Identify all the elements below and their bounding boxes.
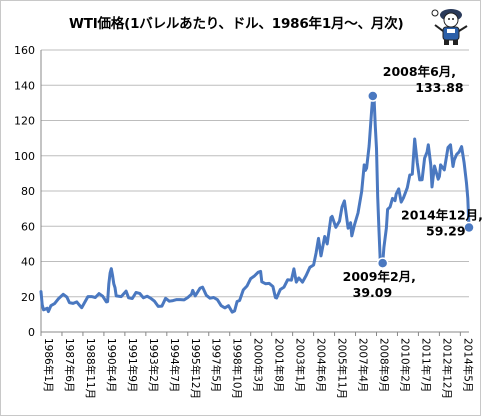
x-tick-label: 1995年12月 <box>189 338 202 399</box>
x-tick-label: 1991年9月 <box>126 338 139 392</box>
y-tick-label: 80 <box>21 185 35 198</box>
x-tick-label: 2011年7月 <box>419 338 432 392</box>
x-tick-label: 1986年1月 <box>42 338 55 392</box>
highlight-marker <box>367 90 379 102</box>
y-tick-label: 20 <box>21 291 35 304</box>
x-tick-label: 1998年10月 <box>231 338 244 399</box>
series-line <box>39 94 471 314</box>
y-tick-label: 40 <box>21 256 35 269</box>
chart-title: WTI価格(1バレルあたり、ドル、1986年1月～、月次) <box>69 16 404 32</box>
annotation-label-date: 2009年2月, <box>343 269 416 284</box>
highlight-marker <box>463 221 475 234</box>
y-tick-label: 0 <box>28 326 35 339</box>
annotation-label-value: 59.29 <box>426 224 466 239</box>
x-tick-label: 2008年9月 <box>377 338 390 392</box>
x-tick-label: 2010年2月 <box>398 338 411 392</box>
x-tick-label: 1994年7月 <box>168 338 181 392</box>
y-tick-label: 140 <box>14 79 35 92</box>
x-tick-label: 1988年11月 <box>84 338 97 399</box>
y-tick-label: 100 <box>14 150 35 163</box>
x-tick-label: 2003年1月 <box>294 338 307 392</box>
annotation-label-value: 133.88 <box>415 80 463 95</box>
x-tick-label: 2007年4月 <box>357 338 370 392</box>
annotation-label-value: 39.09 <box>353 285 393 300</box>
x-tick-label: 1993年2月 <box>147 338 160 392</box>
x-tick-label: 1997年5月 <box>210 338 223 392</box>
y-tick-label: 160 <box>14 44 35 57</box>
x-tick-label: 2012年12月 <box>440 338 453 399</box>
x-tick-label: 2004年6月 <box>315 338 328 392</box>
x-tick-label: 2000年3月 <box>252 338 265 392</box>
x-tick-label: 2014年5月 <box>461 338 474 392</box>
y-tick-label: 120 <box>14 115 35 128</box>
annotation-label-date: 2008年6月, <box>383 64 456 79</box>
highlight-marker <box>376 257 389 269</box>
annotation-label-date: 2014年12月, <box>401 208 482 223</box>
y-tick-label: 60 <box>21 220 35 233</box>
mascot-illustration <box>431 9 468 45</box>
x-tick-label: 1990年4月 <box>105 338 118 392</box>
x-tick-label: 2005年11月 <box>336 338 349 399</box>
x-tick-label: 1987年6月 <box>63 338 76 392</box>
x-tick-label: 2001年8月 <box>273 338 286 392</box>
